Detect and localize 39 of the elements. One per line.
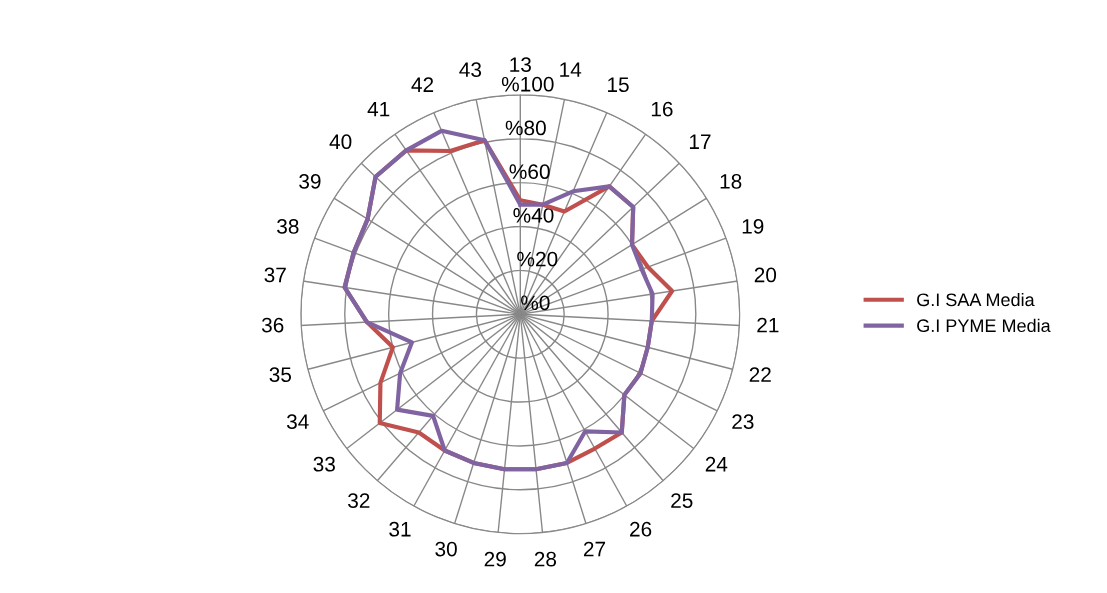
spoke-label: 39: [299, 174, 321, 189]
spoke-label: 23: [732, 414, 754, 430]
spoke-label: 25: [671, 493, 693, 508]
spoke-label: 40: [329, 134, 352, 150]
y-tick-label: %20: [517, 251, 558, 267]
spoke-label: 37: [264, 267, 286, 283]
spoke-label: 20: [754, 267, 777, 283]
spoke-label: 32: [348, 493, 370, 508]
spoke-label: 28: [534, 551, 557, 567]
spoke-label: 14: [560, 62, 582, 77]
spoke-label: 29: [484, 551, 506, 567]
spoke-label: 43: [459, 62, 482, 78]
spoke-label: 19: [742, 219, 764, 234]
spoke-label: 31: [389, 521, 411, 537]
spoke-label: 34: [286, 414, 309, 430]
legend-label: G.I SAA Media: [917, 292, 1035, 307]
spoke-label: 17: [689, 134, 711, 149]
y-tick-label: %60: [509, 164, 550, 180]
spoke-label: 15: [608, 77, 629, 93]
legend-label: G.I PYME Media: [917, 318, 1051, 333]
spoke-label: 36: [261, 317, 284, 333]
y-tick-label: %100: [501, 76, 554, 92]
spoke-label: 35: [269, 367, 292, 383]
y-tick-label: %80: [505, 120, 546, 136]
spoke-label: 16: [651, 101, 673, 117]
spoke-label: 38: [277, 219, 299, 234]
spoke-label: 18: [720, 174, 742, 189]
spoke-label: 21: [757, 317, 779, 333]
spoke-label: 42: [411, 77, 434, 92]
spoke-label: 26: [630, 521, 652, 537]
spoke-label: 30: [435, 541, 457, 557]
spoke-label: 27: [583, 541, 606, 557]
spoke-label: 41: [367, 101, 390, 117]
spoke-label: 24: [705, 456, 728, 472]
y-tick-label: %0: [521, 295, 550, 311]
spoke-label: 13: [510, 57, 531, 72]
y-tick-label: %40: [513, 207, 554, 223]
spoke-label: 22: [749, 367, 771, 382]
spoke-label: 33: [313, 456, 335, 472]
